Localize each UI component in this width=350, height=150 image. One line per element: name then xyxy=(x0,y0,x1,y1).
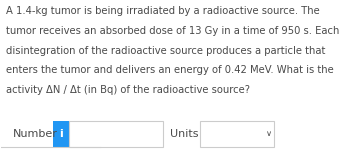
Text: A 1.4-kg tumor is being irradiated by a radioactive source. The: A 1.4-kg tumor is being irradiated by a … xyxy=(6,6,319,16)
Text: activity ΔN / Δt (in Bq) of the radioactive source?: activity ΔN / Δt (in Bq) of the radioact… xyxy=(6,85,250,95)
Text: i: i xyxy=(59,129,63,139)
FancyBboxPatch shape xyxy=(199,121,274,147)
Text: disintegration of the radioactive source produces a particle that: disintegration of the radioactive source… xyxy=(6,46,325,56)
Text: Number: Number xyxy=(13,129,57,139)
FancyBboxPatch shape xyxy=(69,121,163,147)
Text: Units: Units xyxy=(170,129,198,139)
FancyBboxPatch shape xyxy=(54,121,69,147)
Text: tumor receives an absorbed dose of 13 Gy in a time of 950 s. Each: tumor receives an absorbed dose of 13 Gy… xyxy=(6,26,339,36)
Text: enters the tumor and delivers an energy of 0.42 MeV. What is the: enters the tumor and delivers an energy … xyxy=(6,65,333,75)
Text: ∨: ∨ xyxy=(266,129,272,138)
